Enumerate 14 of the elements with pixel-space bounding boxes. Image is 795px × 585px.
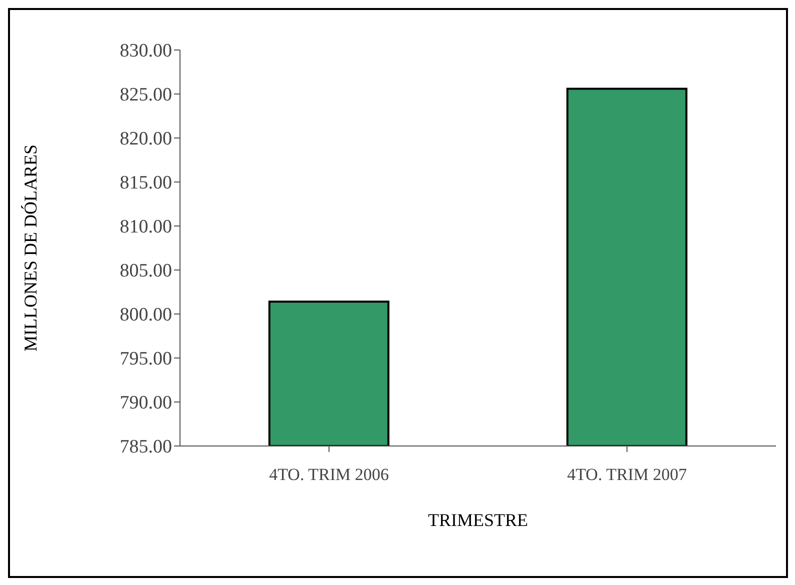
y-tick-label: 795.00 (120, 348, 172, 370)
y-tick-label: 805.00 (120, 260, 172, 282)
y-tick-label: 830.00 (120, 40, 172, 62)
x-tick-label: 4TO. TRIM 2007 (567, 465, 688, 484)
y-tick-label: 785.00 (120, 436, 172, 458)
y-tick-label: 800.00 (120, 304, 172, 326)
x-axis-title: TRIMESTRE (428, 510, 528, 530)
y-tick-label: 810.00 (120, 216, 172, 238)
y-tick-label: 790.00 (120, 392, 172, 414)
y-tick-label: 815.00 (120, 172, 172, 194)
y-tick-label: 820.00 (120, 128, 172, 150)
y-axis-title: MILLONES DE DÓLARES (20, 144, 40, 352)
y-tick-label: 825.00 (120, 84, 172, 106)
x-tick-label: 4TO. TRIM 2006 (269, 465, 389, 484)
